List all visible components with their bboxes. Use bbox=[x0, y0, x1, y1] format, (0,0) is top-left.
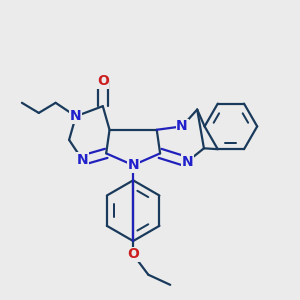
Text: N: N bbox=[176, 119, 188, 134]
Text: N: N bbox=[77, 153, 88, 167]
Text: N: N bbox=[181, 155, 193, 169]
Text: N: N bbox=[127, 158, 139, 172]
Text: O: O bbox=[127, 248, 139, 262]
Text: N: N bbox=[70, 109, 82, 123]
Text: O: O bbox=[97, 74, 109, 88]
